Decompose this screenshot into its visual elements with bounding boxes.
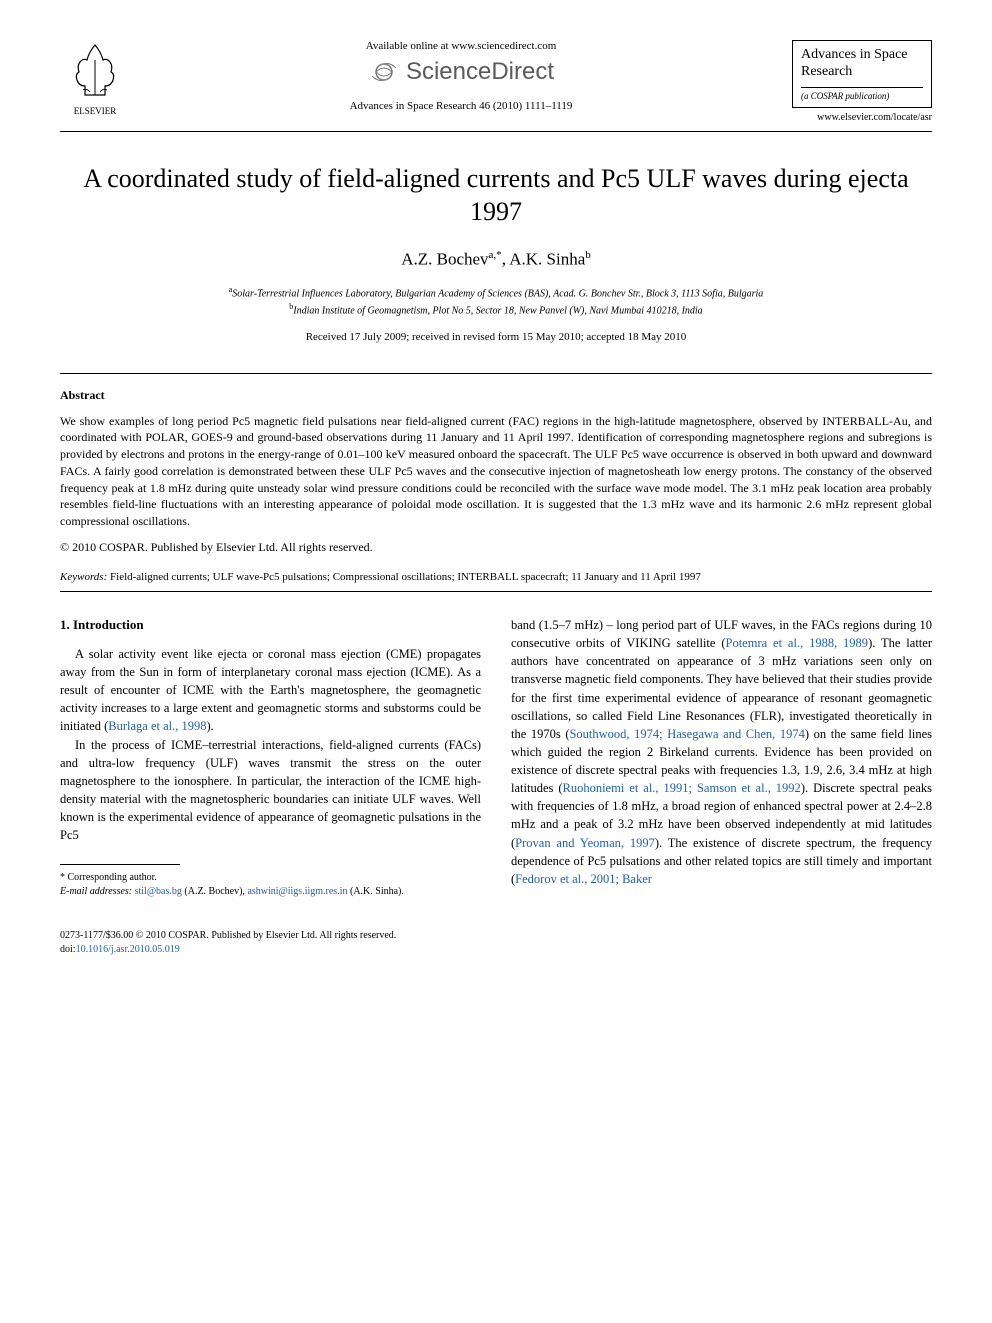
sciencedirect-logo: ScienceDirect bbox=[150, 56, 772, 88]
journal-box-wrapper: Advances in Space Research (a COSPAR pub… bbox=[792, 40, 932, 123]
ref-southwood[interactable]: Southwood, 1974; Hasegawa and Chen, 1974 bbox=[569, 727, 804, 741]
ref-burlaga[interactable]: Burlaga et al., 1998 bbox=[108, 719, 206, 733]
article-title: A coordinated study of field-aligned cur… bbox=[60, 162, 932, 230]
email-label: E-mail addresses: bbox=[60, 886, 132, 897]
elsevier-label: ELSEVIER bbox=[60, 106, 130, 116]
intro-para-2: In the process of ICME–terrestrial inter… bbox=[60, 736, 481, 845]
keywords-line: Keywords: Field-aligned currents; ULF wa… bbox=[60, 571, 932, 583]
left-column: 1. Introduction A solar activity event l… bbox=[60, 616, 481, 899]
ref-provan[interactable]: Provan and Yeoman, 1997 bbox=[515, 836, 655, 850]
journal-url[interactable]: www.elsevier.com/locate/asr bbox=[792, 112, 932, 123]
keywords-text: Field-aligned currents; ULF wave-Pc5 pul… bbox=[107, 571, 701, 583]
journal-box: Advances in Space Research (a COSPAR pub… bbox=[792, 40, 932, 108]
footnote-block: * Corresponding author. E-mail addresses… bbox=[60, 871, 481, 899]
authors: A.Z. Bocheva,*, A.K. Sinhab bbox=[60, 249, 932, 270]
ref-fedorov[interactable]: Fedorov et al., 2001; Baker bbox=[515, 872, 652, 886]
journal-subtitle: (a COSPAR publication) bbox=[801, 87, 923, 101]
right-para-1: band (1.5–7 mHz) – long period part of U… bbox=[511, 616, 932, 888]
center-header: Available online at www.sciencedirect.co… bbox=[130, 40, 792, 112]
email-1[interactable]: stil@bas.bg bbox=[135, 886, 182, 897]
author-1: A.Z. Bochev bbox=[401, 250, 488, 269]
abstract-top-rule bbox=[60, 373, 932, 374]
footer-block: 0273-1177/$36.00 © 2010 COSPAR. Publishe… bbox=[60, 929, 932, 957]
author-2: A.K. Sinha bbox=[509, 250, 585, 269]
issn-line: 0273-1177/$36.00 © 2010 COSPAR. Publishe… bbox=[60, 929, 932, 943]
elsevier-logo: ELSEVIER bbox=[60, 40, 130, 116]
journal-reference: Advances in Space Research 46 (2010) 111… bbox=[150, 100, 772, 112]
corresponding-author: * Corresponding author. bbox=[60, 871, 481, 885]
email-2[interactable]: ashwini@iigs.iigm.res.in bbox=[247, 886, 347, 897]
sciencedirect-icon bbox=[368, 56, 400, 88]
ref-potemra[interactable]: Potemra et al., 1988, 1989 bbox=[726, 636, 869, 650]
elsevier-tree-icon bbox=[65, 40, 125, 100]
author-1-sup: a,* bbox=[489, 249, 502, 261]
affiliations: aSolar-Terrestrial Influences Laboratory… bbox=[60, 284, 932, 319]
header-row: ELSEVIER Available online at www.science… bbox=[60, 40, 932, 123]
journal-name: Advances in Space Research bbox=[801, 47, 923, 81]
abstract-heading: Abstract bbox=[60, 388, 932, 403]
affiliation-a: Solar-Terrestrial Influences Laboratory,… bbox=[232, 288, 763, 299]
top-rule bbox=[60, 131, 932, 132]
available-online-text: Available online at www.sciencedirect.co… bbox=[150, 40, 772, 52]
ref-ruohoniemi[interactable]: Ruohoniemi et al., 1991; Samson et al., … bbox=[563, 781, 801, 795]
body-columns: 1. Introduction A solar activity event l… bbox=[60, 616, 932, 899]
doi-line: doi:10.1016/j.asr.2010.05.019 bbox=[60, 943, 932, 957]
keywords-label: Keywords: bbox=[60, 571, 107, 583]
email-line: E-mail addresses: stil@bas.bg (A.Z. Boch… bbox=[60, 885, 481, 899]
copyright-line: © 2010 COSPAR. Published by Elsevier Ltd… bbox=[60, 540, 932, 555]
affiliation-b: Indian Institute of Geomagnetism, Plot N… bbox=[293, 306, 702, 317]
intro-para-1: A solar activity event like ejecta or co… bbox=[60, 645, 481, 736]
keywords-bottom-rule bbox=[60, 591, 932, 592]
section-1-heading: 1. Introduction bbox=[60, 616, 481, 635]
abstract-text: We show examples of long period Pc5 magn… bbox=[60, 413, 932, 531]
right-column: band (1.5–7 mHz) – long period part of U… bbox=[511, 616, 932, 899]
sciencedirect-text: ScienceDirect bbox=[406, 58, 554, 86]
footnote-separator bbox=[60, 864, 180, 865]
doi-link[interactable]: 10.1016/j.asr.2010.05.019 bbox=[76, 944, 180, 955]
article-dates: Received 17 July 2009; received in revis… bbox=[60, 331, 932, 343]
author-2-sup: b bbox=[585, 249, 591, 261]
